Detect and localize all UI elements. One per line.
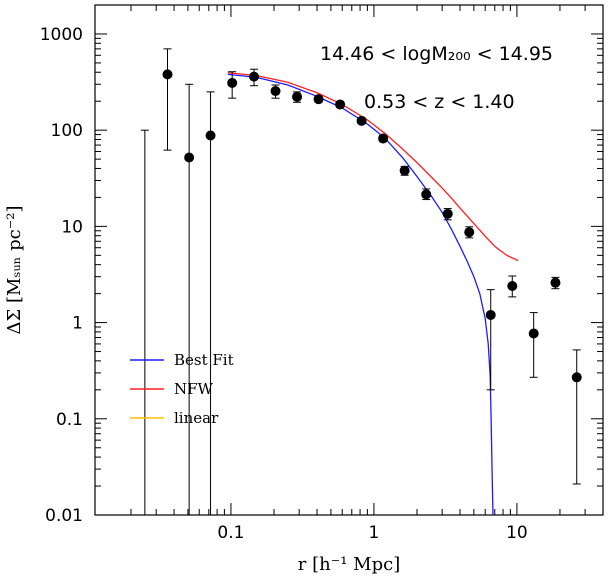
annotation-redshift: 0.53 < z < 1.40: [364, 91, 515, 113]
x-tick-label: 10: [506, 523, 528, 543]
x-tick-label: 1: [369, 523, 380, 543]
data-point: [571, 372, 582, 383]
data-point: [356, 115, 367, 126]
data-point: [270, 86, 281, 97]
curve-nfw: [227, 72, 519, 262]
y-tick-label: 10: [61, 217, 83, 237]
plot-frame: [94, 4, 604, 516]
annotation-mass: 14.46 < logM₂₀₀ < 14.95: [320, 43, 553, 65]
axis-ticks: [95, 4, 604, 516]
data-point: [378, 133, 389, 144]
legend-label-best-fit: Best Fit: [174, 351, 234, 369]
y-axis-label: ΔΣ [Mₛᵤₙ pc⁻²]: [4, 206, 25, 335]
data-point: [249, 71, 260, 82]
legend: Best Fit NFW linear: [130, 351, 234, 427]
y-tick-label: 100: [51, 121, 83, 141]
curve-best-fit: [227, 73, 494, 516]
data-point: [313, 94, 324, 105]
data-point: [485, 309, 496, 320]
data-point: [335, 99, 346, 110]
data-points: [140, 48, 582, 515]
data-point: [205, 130, 216, 141]
data-point: [550, 277, 561, 288]
y-tick-label: 1: [72, 314, 83, 334]
legend-label-nfw: NFW: [174, 380, 214, 398]
data-point: [227, 77, 238, 88]
legend-label-linear: linear: [174, 409, 219, 427]
x-axis-label: r [h⁻¹ Mpc]: [298, 554, 400, 575]
data-point: [464, 227, 475, 238]
data-point: [507, 281, 518, 292]
data-point: [292, 91, 303, 102]
x-tick-label: 0.1: [217, 523, 244, 543]
y-tick-label: 1000: [40, 25, 83, 45]
y-tick-label: 0.01: [45, 506, 83, 526]
data-point: [442, 208, 453, 219]
y-tick-label: 0.1: [56, 410, 83, 430]
fit-curves: [227, 72, 519, 516]
data-point: [421, 189, 432, 200]
data-point: [162, 69, 173, 80]
data-point: [399, 165, 410, 176]
data-point: [528, 328, 539, 339]
tick-labels: 0.1 1 10 0.01 0.1 1 10 100 1000: [40, 25, 528, 543]
data-point: [184, 152, 195, 163]
